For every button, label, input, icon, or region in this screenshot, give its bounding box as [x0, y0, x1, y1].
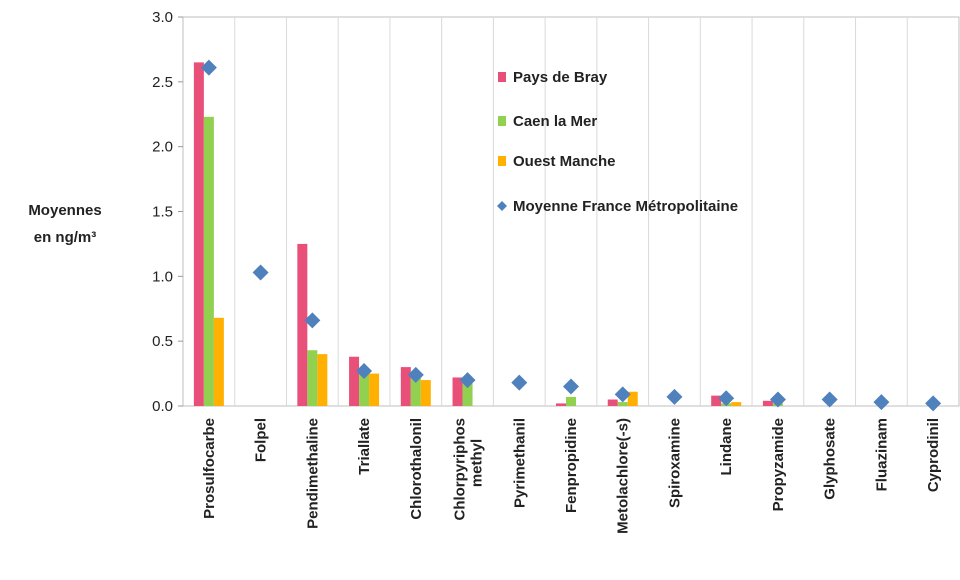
bar [213, 317, 224, 406]
marker [459, 372, 476, 389]
x-tick-label: Metolachlore(-s) [615, 418, 632, 534]
x-tick-label: Propyzamide [770, 418, 787, 511]
legend-swatch [498, 72, 506, 82]
marker [873, 394, 890, 411]
bar [420, 380, 431, 406]
bar [307, 350, 318, 406]
y-tick-label: 1.0 [152, 268, 173, 285]
marker [769, 391, 786, 408]
y-tick-label: 3.0 [152, 9, 173, 26]
bar [400, 367, 411, 406]
y-tick-label: 2.5 [152, 74, 173, 91]
marker [925, 395, 942, 412]
x-tick-label: Pyrimethanil [511, 418, 528, 508]
marker [356, 362, 373, 379]
x-tick-label: Prosulfocarbe [201, 418, 218, 519]
bar [617, 402, 628, 406]
bar [410, 374, 421, 406]
marker [511, 374, 528, 391]
x-tick-label: Pendimethaline [304, 418, 321, 529]
marker [614, 386, 631, 403]
marker [563, 378, 579, 395]
bar [203, 116, 214, 407]
marker [821, 391, 838, 408]
legend-marker [497, 201, 507, 211]
y-tick-label: 0.0 [152, 398, 173, 415]
x-tick-label: Triallate [356, 418, 373, 475]
marker [252, 264, 269, 281]
bar [317, 354, 328, 406]
x-tick-label: Lindane [718, 418, 735, 476]
x-tick-label: Fenpropidine [563, 418, 580, 513]
bar [359, 369, 370, 406]
legend-label: Moyenne France Métropolitaine [513, 198, 738, 215]
legend-label: Ouest Manche [513, 153, 616, 170]
bar [627, 391, 638, 406]
marker [666, 388, 683, 405]
marker [718, 390, 735, 407]
y-tick-label: 2.0 [152, 139, 173, 156]
bar [731, 402, 742, 406]
y-axis-label: en ng/m³ [34, 229, 97, 246]
legend-label: Pays de Bray [513, 69, 608, 86]
bar [452, 377, 463, 406]
bar [711, 395, 722, 406]
x-tick-label: Cyprodinil [925, 418, 942, 492]
marker [304, 312, 321, 329]
marker [200, 59, 217, 76]
legend-swatch [498, 156, 506, 166]
bar [566, 396, 576, 406]
x-tick-label: Chlorpyriphosmethyl [452, 418, 486, 521]
y-axis-label: Moyennes [28, 202, 101, 219]
x-tick-label: Folpel [253, 418, 270, 462]
x-tick-label: Fluazinam [873, 418, 890, 491]
y-tick-label: 0.5 [152, 333, 173, 350]
bar [369, 373, 380, 406]
x-tick-label: Spiroxamine [666, 418, 683, 508]
legend-swatch [498, 116, 506, 126]
x-tick-label: Chlorothalonil [408, 418, 425, 520]
bar [762, 400, 773, 406]
bar [556, 403, 566, 406]
bar [462, 381, 473, 406]
legend-label: Caen la Mer [513, 113, 597, 130]
x-tick-label: Glyphosate [822, 418, 839, 500]
bar [193, 62, 204, 407]
marker [407, 366, 424, 383]
bar [297, 243, 308, 406]
bar [607, 399, 618, 406]
y-tick-label: 1.5 [152, 204, 173, 221]
bar [349, 356, 360, 406]
